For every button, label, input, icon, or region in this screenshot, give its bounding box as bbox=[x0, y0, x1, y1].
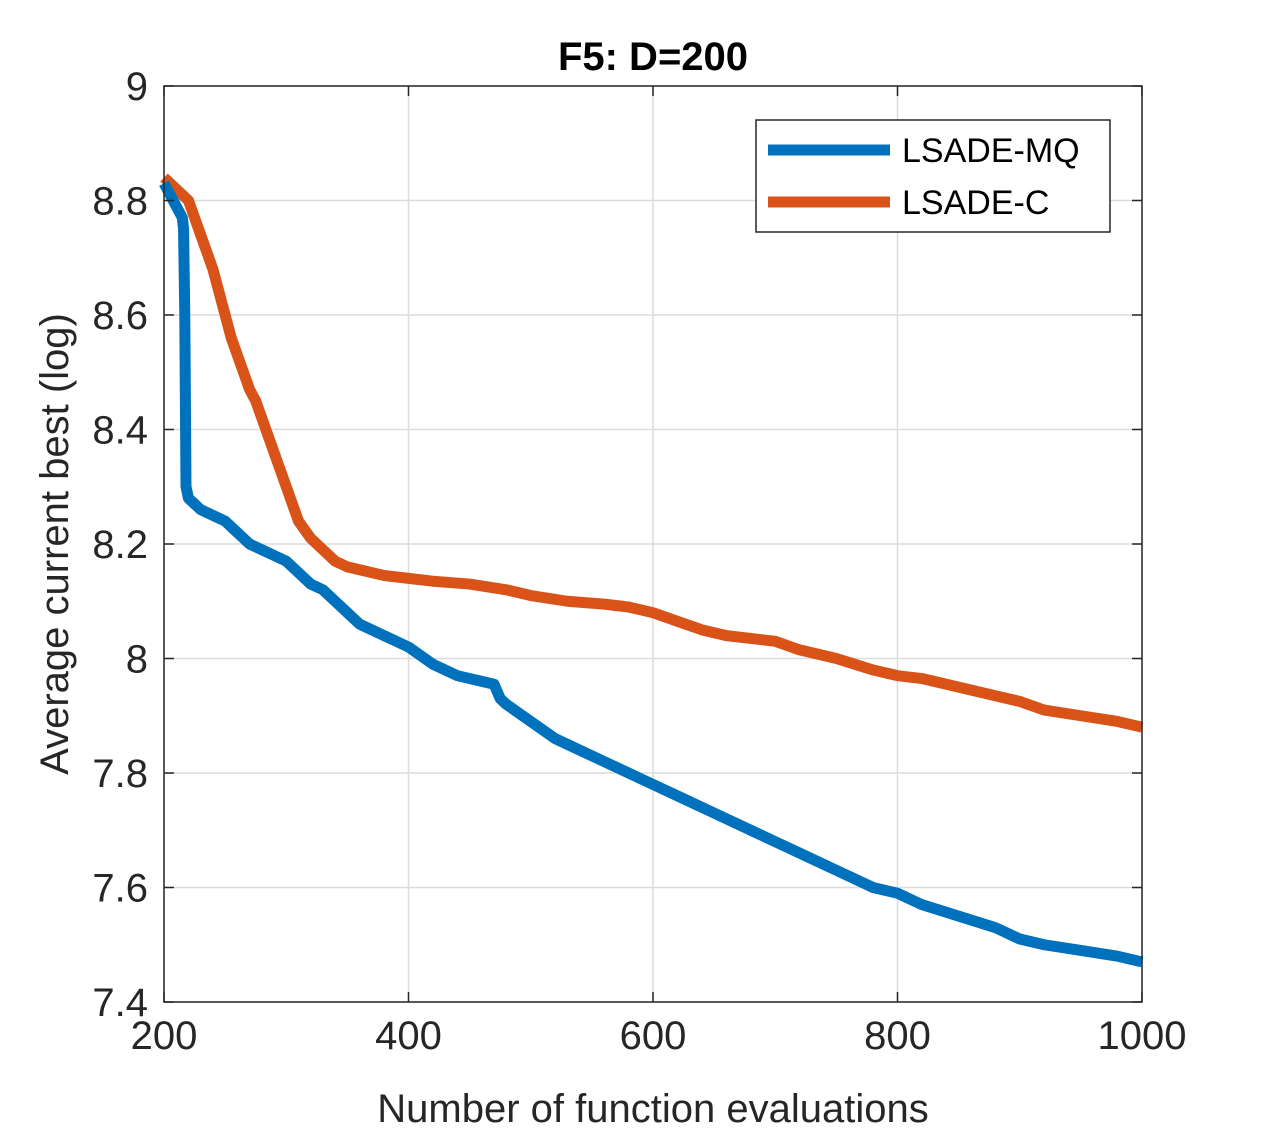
y-tick-label: 8 bbox=[126, 638, 148, 682]
y-tick-label: 7.6 bbox=[92, 867, 148, 911]
series-layer bbox=[159, 173, 1144, 968]
chart-title: F5: D=200 bbox=[558, 35, 748, 79]
y-tick-label: 8.8 bbox=[92, 180, 148, 224]
tick-labels: 200 400 600 800 1000 7.4 7.6 7.8 8 8.2 8.4 8.6 8.8 9 bbox=[92, 65, 1186, 1058]
y-tick-label: 8.2 bbox=[92, 523, 148, 567]
x-tick-label: 800 bbox=[864, 1014, 931, 1058]
y-tick-label: 7.4 bbox=[92, 981, 148, 1025]
x-tick-label: 400 bbox=[375, 1014, 442, 1058]
x-axis-label: Number of function evaluations bbox=[377, 1087, 928, 1131]
y-tick-label: 8.4 bbox=[92, 409, 148, 453]
legend: LSADE-MQ LSADE-C bbox=[755, 119, 1111, 233]
x-tick-label: 200 bbox=[131, 1014, 198, 1058]
series-line-lsade-c bbox=[160, 173, 1144, 733]
y-tick-label: 7.8 bbox=[92, 752, 148, 796]
legend-label-lsade-mq: LSADE-MQ bbox=[902, 132, 1080, 170]
legend-box bbox=[755, 119, 1111, 233]
x-tick-label: 600 bbox=[620, 1014, 687, 1058]
y-axis-label: Average current best (log) bbox=[33, 313, 77, 775]
ticks bbox=[163, 85, 1143, 1003]
y-tick-label: 9 bbox=[126, 65, 148, 109]
legend-label-lsade-c: LSADE-C bbox=[902, 184, 1049, 222]
x-tick-label: 1000 bbox=[1098, 1014, 1187, 1058]
y-tick-label: 8.6 bbox=[92, 294, 148, 338]
series-line-lsade-mq bbox=[159, 180, 1144, 968]
